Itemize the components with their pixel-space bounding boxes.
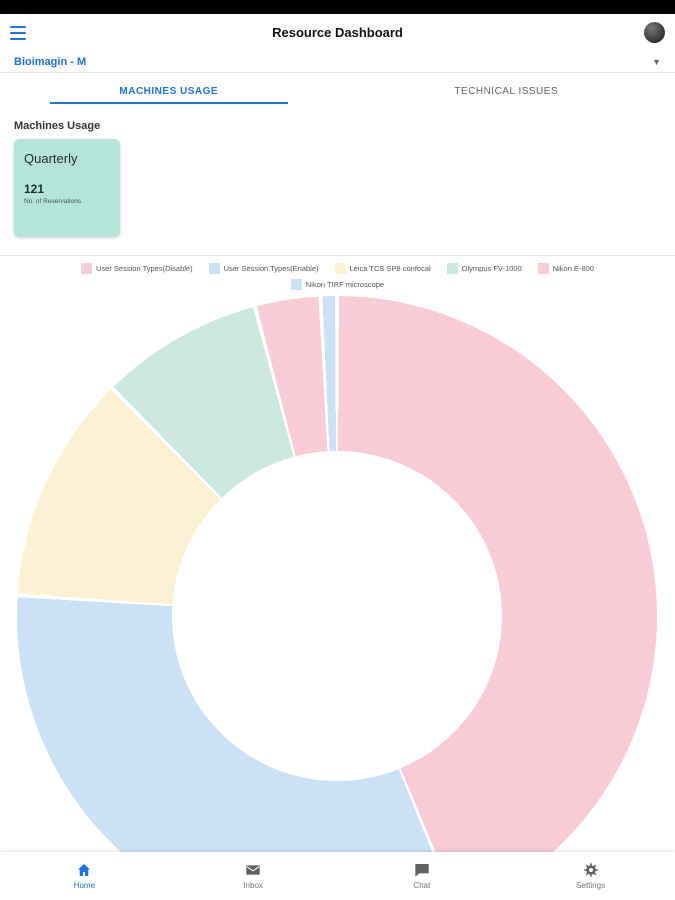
home-icon (76, 862, 92, 878)
legend-item[interactable]: User Session Types(Enable) (208, 263, 319, 274)
status-bar (0, 0, 675, 14)
nav-item-home[interactable]: Home (0, 852, 169, 900)
donut-hole (172, 451, 502, 781)
legend-swatch (537, 263, 549, 274)
card-period-label: Quarterly (24, 151, 78, 166)
hamburger-menu-icon[interactable] (10, 26, 28, 40)
nav-item-settings[interactable]: Settings (506, 852, 675, 900)
legend-swatch (446, 263, 458, 274)
tab-label: MACHINES USAGE (119, 85, 219, 97)
legend-label: User Session Types(Disable) (96, 264, 193, 273)
card-value: 121 (24, 182, 45, 196)
nav-item-inbox[interactable]: Inbox (169, 852, 338, 900)
legend-item[interactable]: User Session Types(Disable) (81, 263, 193, 274)
app-header: Resource Dashboard (0, 14, 675, 52)
avatar[interactable] (644, 22, 665, 43)
legend-label: Olympus FV-1000 (461, 264, 522, 273)
hamburger-bar (10, 31, 26, 35)
legend-label: Leica TCS SP8 confocal (349, 264, 431, 273)
reservations-summary-card[interactable]: Quarterly 121 No. of Reservations (14, 139, 120, 237)
nav-label: Chat (413, 881, 431, 890)
chat-icon (414, 862, 430, 878)
legend-row: User Session Types(Disable) User Session … (0, 263, 675, 274)
tab-label: TECHNICAL ISSUES (454, 85, 559, 97)
legend-swatch (334, 263, 346, 274)
tab-machines-usage[interactable]: MACHINES USAGE (0, 78, 338, 104)
chart-legend: User Session Types(Disable) User Session … (0, 263, 675, 295)
settings-icon (583, 862, 599, 878)
legend-item[interactable]: Leica TCS SP8 confocal (334, 263, 431, 274)
donut-chart[interactable] (17, 296, 657, 852)
hamburger-bar (10, 37, 26, 40)
facility-selector-value: Bioimagin - M (14, 56, 87, 68)
legend-label: User Session Types(Enable) (223, 264, 319, 273)
chevron-down-icon: ▼ (652, 56, 661, 67)
legend-row: Nikon TIRF microscope (0, 279, 675, 290)
legend-item[interactable]: Nikon E-800 (537, 263, 594, 274)
nav-label: Inbox (243, 881, 263, 890)
nav-item-chat[interactable]: Chat (338, 852, 507, 900)
legend-label: Nikon E-800 (552, 264, 594, 273)
chart-area (0, 292, 675, 852)
facility-selector[interactable]: Bioimagin - M ▼ (0, 52, 675, 72)
legend-item[interactable]: Nikon TIRF microscope (290, 279, 385, 290)
legend-swatch (290, 279, 302, 290)
hamburger-bar (10, 26, 26, 29)
card-caption: No. of Reservations (24, 198, 82, 205)
tab-technical-issues[interactable]: TECHNICAL ISSUES (338, 78, 675, 104)
divider (0, 72, 675, 73)
active-tab-indicator (49, 102, 288, 104)
nav-label: Settings (576, 881, 606, 890)
legend-swatch (81, 263, 93, 274)
legend-label: Nikon TIRF microscope (305, 280, 385, 289)
page-title: Resource Dashboard (272, 25, 403, 40)
section-title: Machines Usage (14, 120, 101, 132)
legend-swatch (208, 263, 220, 274)
nav-label: Home (73, 881, 96, 890)
bottom-navigation: Home Inbox Chat (0, 852, 675, 900)
legend-item[interactable]: Olympus FV-1000 (446, 263, 522, 274)
inbox-icon (245, 862, 261, 878)
tab-bar: MACHINES USAGE TECHNICAL ISSUES (0, 78, 675, 104)
divider (0, 255, 675, 256)
